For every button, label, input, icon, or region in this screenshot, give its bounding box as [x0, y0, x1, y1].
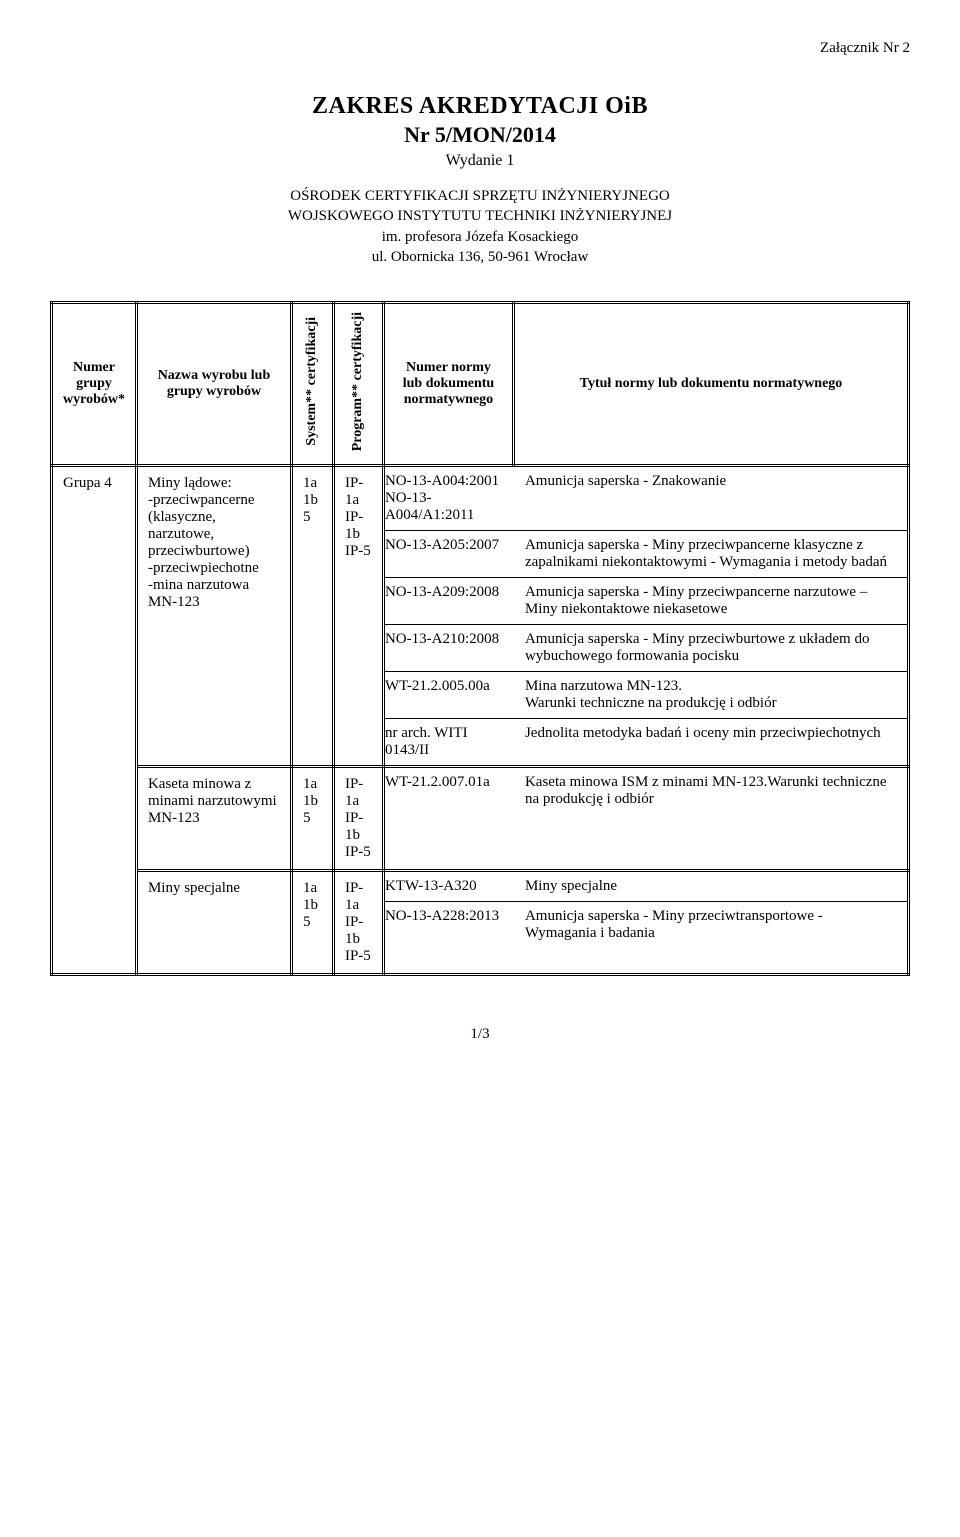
header-cert-system-text: System** certyfikacji: [304, 317, 321, 446]
accreditation-table: Numer grupy wyrobów* Nazwa wyrobu lub gr…: [50, 301, 910, 976]
cert-program-cell: IP-1a IP-1b IP-5: [333, 466, 383, 767]
norm-title: Amunicja saperska - Znakowanie: [525, 467, 907, 531]
norm-row: NO-13-A209:2008 Amunicja saperska - Miny…: [385, 578, 907, 625]
title-main: ZAKRES AKREDYTACJI OiB: [50, 93, 910, 120]
norm-code: NO-13-A004:2001 NO-13-A004/A1:2011: [385, 467, 525, 531]
org-line: ul. Obornicka 136, 50-961 Wrocław: [50, 247, 910, 267]
organization-block: OŚRODEK CERTYFIKACJI SPRZĘTU INŻYNIERYJN…: [50, 186, 910, 267]
header-norm-title: Tytuł normy lub dokumentu normatywnego: [513, 303, 908, 466]
norms-cell: KTW-13-A320 Miny specjalne NO-13-A228:20…: [383, 871, 908, 975]
product-name-cell: Miny specjalne: [136, 871, 291, 975]
norm-row: KTW-13-A320 Miny specjalne: [385, 872, 907, 902]
norm-code: WT-21.2.005.00a: [385, 672, 525, 719]
org-line: WOJSKOWEGO INSTYTUTU TECHNIKI INŻYNIERYJ…: [50, 206, 910, 226]
header-group-number: Numer grupy wyrobów*: [52, 303, 137, 466]
norm-code: NO-13-A228:2013: [385, 902, 525, 949]
header-product-name: Nazwa wyrobu lub grupy wyrobów: [136, 303, 291, 466]
norm-title: Amunicja saperska - Miny przeciwtranspor…: [525, 902, 907, 949]
norm-title: Amunicja saperska - Miny przeciwpancerne…: [525, 578, 907, 625]
norm-title: Amunicja saperska - Miny przeciwburtowe …: [525, 625, 907, 672]
table-row: Kaseta minowa z minami narzutowymi MN-12…: [52, 767, 909, 871]
org-line: OŚRODEK CERTYFIKACJI SPRZĘTU INŻYNIERYJN…: [50, 186, 910, 206]
norms-cell: NO-13-A004:2001 NO-13-A004/A1:2011 Amuni…: [383, 466, 908, 767]
table-header-row: Numer grupy wyrobów* Nazwa wyrobu lub gr…: [52, 303, 909, 466]
header-cert-program-text: Program** certyfikacji: [350, 312, 367, 451]
product-name-cell: Miny lądowe: -przeciwpancerne (klasyczne…: [136, 466, 291, 767]
norm-row: WT-21.2.007.01a Kaseta minowa ISM z mina…: [385, 768, 907, 814]
cert-program-cell: IP-1a IP-1b IP-5: [333, 871, 383, 975]
norm-code: NO-13-A210:2008: [385, 625, 525, 672]
norm-title: Jednolita metodyka badań i oceny min prz…: [525, 719, 907, 766]
norm-code: NO-13-A209:2008: [385, 578, 525, 625]
norms-inner-table: NO-13-A004:2001 NO-13-A004/A1:2011 Amuni…: [385, 467, 907, 765]
norm-title: Miny specjalne: [525, 872, 907, 902]
org-line: im. profesora Józefa Kosackiego: [50, 227, 910, 247]
header-norm-number: Numer normy lub dokumentu normatywnego: [383, 303, 513, 466]
cert-system-cell: 1a 1b 5: [291, 767, 333, 871]
norm-code: WT-21.2.007.01a: [385, 768, 525, 814]
attachment-label: Załącznik Nr 2: [50, 40, 910, 57]
norm-code: NO-13-A205:2007: [385, 531, 525, 578]
norm-row: NO-13-A205:2007 Amunicja saperska - Miny…: [385, 531, 907, 578]
norm-row: NO-13-A228:2013 Amunicja saperska - Miny…: [385, 902, 907, 949]
norm-title: Amunicja saperska - Miny przeciwpancerne…: [525, 531, 907, 578]
norm-code: nr arch. WITI 0143/II: [385, 719, 525, 766]
norms-inner-table: KTW-13-A320 Miny specjalne NO-13-A228:20…: [385, 872, 907, 948]
title-nr: Nr 5/MON/2014: [50, 122, 910, 148]
header-cert-program: Program** certyfikacji: [333, 303, 383, 466]
product-name-cell: Kaseta minowa z minami narzutowymi MN-12…: [136, 767, 291, 871]
table-row: Miny specjalne 1a 1b 5 IP-1a IP-1b IP-5 …: [52, 871, 909, 975]
norms-inner-table: WT-21.2.007.01a Kaseta minowa ISM z mina…: [385, 768, 907, 814]
page-number: 1/3: [50, 1026, 910, 1043]
norm-row: NO-13-A210:2008 Amunicja saperska - Miny…: [385, 625, 907, 672]
norms-cell: WT-21.2.007.01a Kaseta minowa ISM z mina…: [383, 767, 908, 871]
norm-title: Kaseta minowa ISM z minami MN-123.Warunk…: [525, 768, 907, 814]
cert-system-cell: 1a 1b 5: [291, 871, 333, 975]
cert-program-cell: IP-1a IP-1b IP-5: [333, 767, 383, 871]
norm-code: KTW-13-A320: [385, 872, 525, 902]
edition: Wydanie 1: [50, 152, 910, 170]
norm-row: NO-13-A004:2001 NO-13-A004/A1:2011 Amuni…: [385, 467, 907, 531]
norm-row: nr arch. WITI 0143/II Jednolita metodyka…: [385, 719, 907, 766]
group-number-cell: Grupa 4: [52, 466, 137, 975]
header-cert-system: System** certyfikacji: [291, 303, 333, 466]
norm-title: Mina narzutowa MN-123. Warunki techniczn…: [525, 672, 907, 719]
norm-row: WT-21.2.005.00a Mina narzutowa MN-123. W…: [385, 672, 907, 719]
cert-system-cell: 1a 1b 5: [291, 466, 333, 767]
title-block: ZAKRES AKREDYTACJI OiB Nr 5/MON/2014 Wyd…: [50, 93, 910, 170]
table-row: Grupa 4 Miny lądowe: -przeciwpancerne (k…: [52, 466, 909, 767]
